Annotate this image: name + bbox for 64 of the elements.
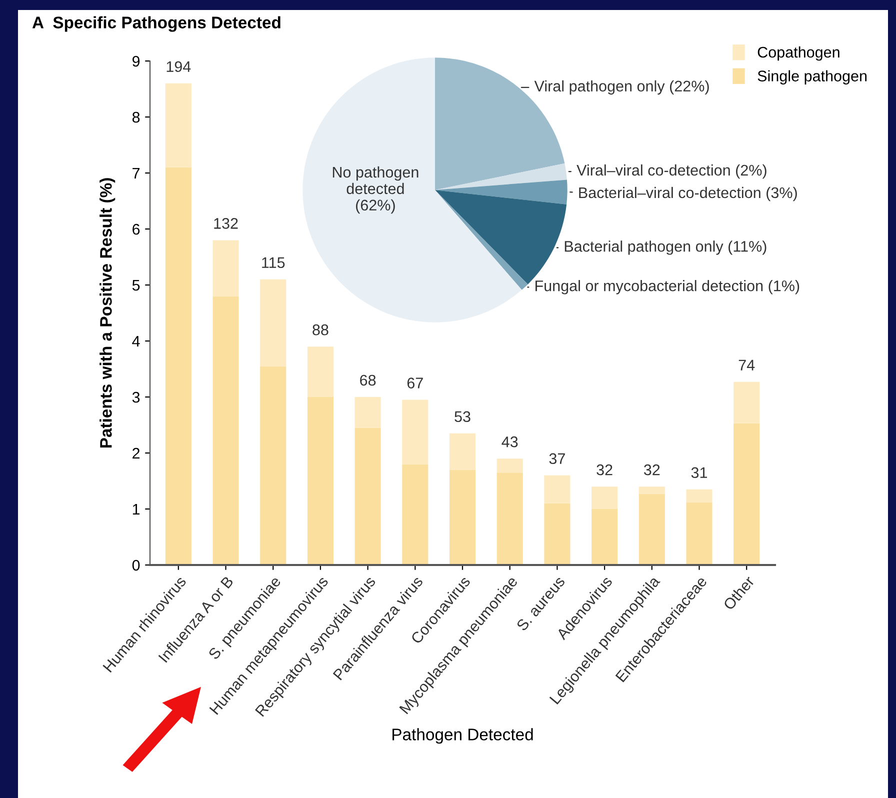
y-tick-label: 1 bbox=[132, 504, 140, 515]
bar bbox=[307, 346, 334, 397]
y-tick-label: 4 bbox=[132, 336, 140, 347]
annotation: 88 bbox=[312, 324, 328, 336]
y-tick-label: 6 bbox=[132, 224, 140, 235]
annotation: 68 bbox=[360, 374, 376, 386]
pie-slice bbox=[435, 163, 567, 190]
x-axis-title: Pathogen Detected bbox=[392, 728, 533, 744]
bar bbox=[354, 397, 381, 428]
annotation: 67 bbox=[407, 378, 423, 388]
y-tick-label: 7 bbox=[132, 168, 140, 179]
bar bbox=[592, 509, 618, 565]
y-tick-label: 8 bbox=[132, 112, 140, 123]
bar bbox=[307, 397, 334, 565]
annotation: 32 bbox=[596, 464, 612, 476]
bar bbox=[686, 489, 712, 502]
bar bbox=[354, 428, 381, 565]
bar bbox=[592, 486, 618, 509]
slice-label: Bacterial–viral co-detection (3%) bbox=[579, 186, 797, 202]
slice-label: Viral pathogen only (22%) bbox=[534, 80, 709, 95]
y-tick-label: 9 bbox=[132, 56, 140, 67]
slice-label: Bacterial pathogen only (11%) bbox=[564, 240, 766, 255]
bar bbox=[165, 83, 192, 168]
bar bbox=[402, 464, 428, 565]
slice-label: Viral–viral co-detection (2%) bbox=[576, 164, 766, 179]
bar bbox=[638, 486, 665, 494]
bar bbox=[734, 423, 760, 565]
annotation: 31 bbox=[691, 467, 707, 478]
bar bbox=[449, 470, 476, 565]
bar bbox=[638, 494, 665, 565]
annotation: 132 bbox=[214, 218, 238, 229]
annotation: 74 bbox=[738, 360, 755, 370]
bar bbox=[734, 382, 760, 424]
bar bbox=[544, 503, 570, 565]
bar bbox=[544, 475, 570, 504]
y-tick-label: 0 bbox=[132, 560, 140, 571]
bar bbox=[449, 433, 476, 470]
bar bbox=[212, 296, 239, 565]
bar bbox=[165, 167, 192, 565]
slice-label: No pathogen detected (62%) bbox=[332, 166, 418, 214]
bar bbox=[402, 400, 428, 464]
y-tick-label: 5 bbox=[132, 280, 140, 291]
bar bbox=[686, 502, 712, 565]
pie-slice bbox=[435, 58, 565, 190]
y-tick-label: 3 bbox=[132, 392, 140, 403]
annotation: 194 bbox=[166, 61, 191, 72]
annotation: 32 bbox=[644, 464, 660, 476]
legend-label: Copathogen bbox=[758, 46, 840, 61]
bar bbox=[260, 366, 286, 565]
chart-title: A Specific Pathogens Detected bbox=[32, 16, 280, 32]
bar bbox=[496, 458, 523, 473]
annotation: 115 bbox=[262, 257, 285, 268]
bar bbox=[496, 472, 523, 565]
bar bbox=[212, 240, 239, 296]
bar bbox=[260, 279, 286, 366]
y-tick-label: 2 bbox=[132, 448, 140, 459]
annotation: 43 bbox=[502, 436, 518, 448]
pie-slice bbox=[435, 180, 568, 204]
annotation: 37 bbox=[549, 453, 565, 464]
legend-label: Single pathogen bbox=[758, 70, 867, 84]
pie-slice bbox=[302, 58, 522, 322]
annotation: 53 bbox=[454, 411, 470, 422]
slice-label: Fungal or mycobacterial detection (1%) bbox=[536, 280, 800, 294]
y-axis-title: Patients with a Positive Result (%) bbox=[100, 178, 116, 448]
